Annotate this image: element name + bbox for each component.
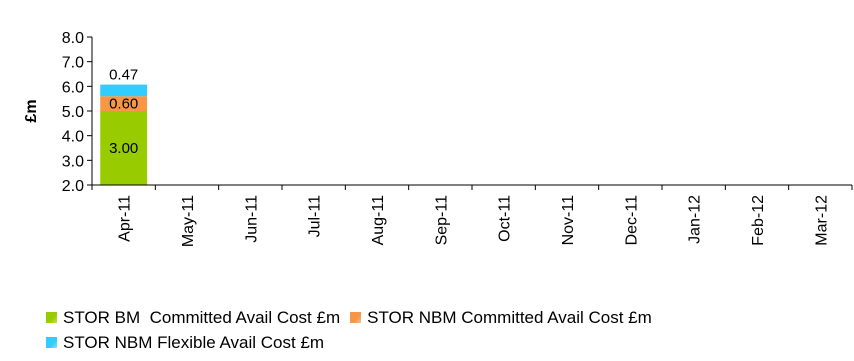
y-tick-label: 3.0 [62, 153, 84, 170]
legend: STOR BM Committed Avail Cost £m STOR NBM … [46, 305, 846, 355]
bars: 3.00 0.60 0.47 [100, 67, 148, 185]
x-tick-label: Jan-12 [687, 195, 704, 244]
x-tick-label: Sep-11 [433, 195, 450, 246]
x-tick-label: Aug-11 [370, 195, 387, 246]
x-tick-label: Mar-12 [813, 195, 830, 246]
bar-data-label: 3.00 [109, 140, 138, 157]
legend-label: STOR NBM Flexible Avail Cost £m [63, 333, 325, 352]
y-tick-label: 5.0 [62, 104, 84, 121]
x-tick-label: May-11 [180, 195, 197, 247]
y-axis-ticks: 2.0 3.0 4.0 5.0 6.0 7.0 8.0 [62, 30, 92, 195]
legend-swatch [350, 312, 362, 323]
y-tick-label: 8.0 [62, 30, 84, 47]
chart: 2.0 3.0 4.0 5.0 6.0 7.0 8.0 3.00 0.60 0.47 Apr-1… [23, 30, 853, 247]
x-tick-label: Oct-11 [497, 195, 514, 242]
x-tick-label: Jul-11 [307, 195, 324, 237]
y-axis-title: £m [23, 99, 40, 122]
bar-segment [100, 96, 148, 111]
bar-segment [100, 111, 148, 185]
bar-segment [100, 84, 148, 97]
bar-data-label: 0.47 [109, 67, 138, 84]
x-axis-ticks: Apr-11 May-11 Jun-11 Jul-11 Aug-11 Sep-11 Oct-… [91, 185, 853, 247]
x-tick-label: Nov-11 [560, 195, 577, 245]
legend-item: STOR NBM Committed Avail Cost £m [350, 305, 652, 330]
x-tick-label: Apr-11 [117, 195, 134, 242]
x-tick-label: Jun-11 [243, 195, 260, 243]
x-tick-label: Dec-11 [623, 195, 640, 245]
legend-item: STOR BM Committed Avail Cost £m [46, 305, 340, 330]
legend-swatch [46, 312, 57, 323]
x-tick-label: Feb-12 [750, 195, 767, 246]
y-tick-label: 6.0 [62, 79, 84, 96]
legend-label: STOR BM Committed Avail Cost £m [63, 308, 341, 327]
legend-label: STOR NBM Committed Avail Cost £m [367, 308, 652, 327]
y-tick-label: 4.0 [62, 129, 84, 146]
legend-swatch [46, 337, 57, 348]
bar-data-label: 0.60 [109, 96, 138, 113]
legend-item: STOR NBM Flexible Avail Cost £m [46, 330, 324, 355]
y-tick-label: 2.0 [62, 178, 84, 195]
y-tick-label: 7.0 [62, 55, 84, 72]
